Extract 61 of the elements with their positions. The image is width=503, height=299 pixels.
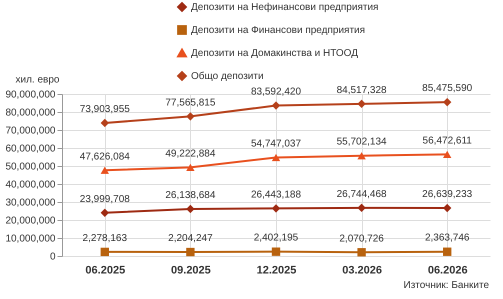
point bbox=[186, 204, 195, 214]
data-label: 2,204,247 bbox=[168, 233, 214, 244]
point bbox=[186, 112, 195, 121]
y-tick-label: 30,000,000 bbox=[5, 198, 56, 208]
y-tick-label: 10,000,000 bbox=[5, 234, 56, 244]
y-tick-label: 50,000,000 bbox=[5, 162, 56, 172]
point bbox=[443, 248, 452, 256]
point bbox=[357, 204, 366, 212]
legend-label: Общо депозити bbox=[191, 71, 264, 82]
legend-label: Депозити на Нефинансови предприятия bbox=[191, 2, 378, 13]
point bbox=[357, 100, 366, 108]
data-label: 54,747,037 bbox=[250, 138, 302, 150]
data-label: 23,999,708 bbox=[80, 194, 130, 205]
point bbox=[357, 152, 366, 160]
data-label: 2,363,746 bbox=[424, 232, 470, 244]
point bbox=[100, 166, 109, 174]
legend-label: Депозити на Домакинства и НТООД bbox=[191, 48, 358, 59]
point bbox=[443, 150, 452, 158]
point bbox=[100, 248, 109, 256]
point bbox=[272, 101, 280, 110]
data-label: 49,222,884 bbox=[165, 148, 216, 160]
y-tick-label: 40,000,000 bbox=[5, 180, 56, 190]
data-label: 83,592,420 bbox=[250, 86, 302, 98]
y-tick-label: 0 bbox=[50, 252, 56, 262]
point bbox=[100, 208, 109, 217]
y-axis-title: хил. евро bbox=[16, 74, 60, 86]
data-label: 55,702,134 bbox=[336, 136, 388, 148]
data-label: 56,472,611 bbox=[422, 135, 472, 146]
y-tick-label: 60,000,000 bbox=[5, 144, 56, 154]
x-tick-label: 06.2025 bbox=[85, 264, 126, 276]
point bbox=[272, 247, 280, 256]
data-label: 47,626,084 bbox=[80, 151, 130, 162]
x-tick-label: 12.2025 bbox=[256, 264, 296, 276]
x-tick-label: 03.2026 bbox=[342, 264, 382, 276]
point bbox=[186, 248, 195, 256]
data-label: 2,278,163 bbox=[82, 232, 128, 244]
point bbox=[443, 98, 452, 106]
y-tick-label: 70,000,000 bbox=[5, 126, 56, 136]
point bbox=[186, 164, 195, 172]
data-label: 2,402,195 bbox=[254, 232, 299, 244]
data-label: 26,639,233 bbox=[422, 189, 473, 200]
y-tick-label: 90,000,000 bbox=[5, 90, 56, 100]
point bbox=[443, 204, 452, 212]
text: Източник: Банките bbox=[404, 280, 489, 291]
data-label: 26,443,188 bbox=[250, 189, 302, 200]
point bbox=[272, 154, 280, 162]
data-label: 77,565,815 bbox=[165, 97, 216, 108]
data-label: 84,517,328 bbox=[336, 84, 388, 96]
data-label: 26,744,468 bbox=[336, 188, 388, 200]
data-label: 2,070,726 bbox=[339, 233, 384, 244]
data-label: 26,138,684 bbox=[165, 190, 216, 201]
legend-label: Депозити на Финансови предприятия bbox=[191, 25, 366, 36]
data-label: 73,903,955 bbox=[80, 104, 130, 115]
y-tick-label: 20,000,000 bbox=[5, 216, 56, 226]
point bbox=[357, 248, 366, 256]
x-tick-label: 09.2025 bbox=[171, 264, 211, 276]
y-tick-label: 80,000,000 bbox=[5, 108, 56, 118]
x-tick-label: 06.2026 bbox=[428, 264, 468, 276]
point bbox=[272, 204, 280, 213]
point bbox=[100, 118, 109, 128]
data-label: 85,475,590 bbox=[422, 83, 473, 94]
